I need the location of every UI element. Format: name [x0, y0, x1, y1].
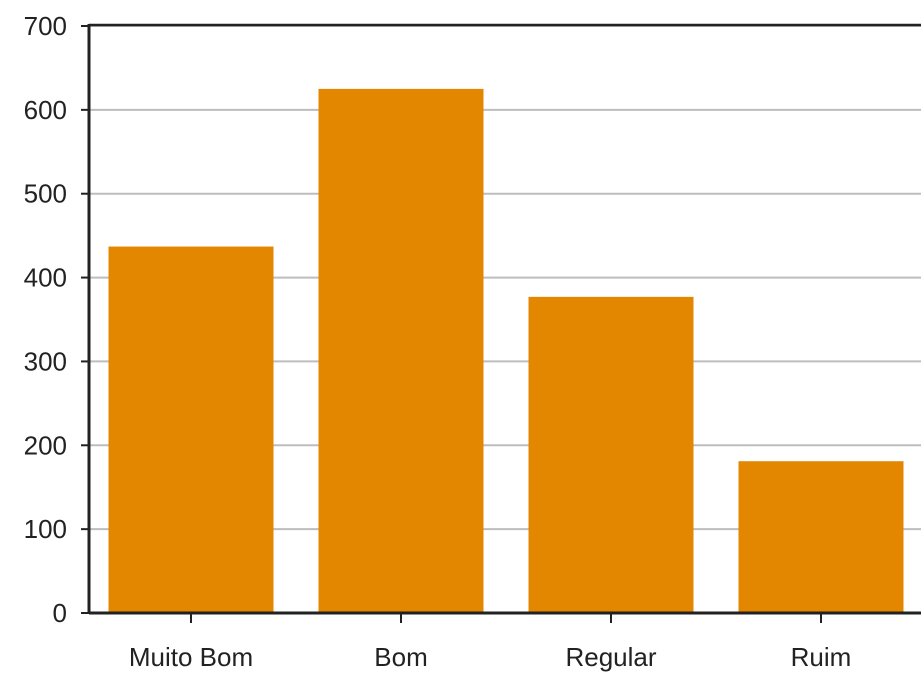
y-tick-label: 500 [24, 179, 67, 209]
bar-regular [528, 296, 694, 613]
x-tick-label: Ruim [791, 642, 852, 672]
y-tick-label: 0 [53, 598, 67, 628]
y-tick-label: 300 [24, 346, 67, 376]
y-tick-label: 100 [24, 514, 67, 544]
x-tick-labels: Muito Bom Bom Regular Ruim [129, 642, 851, 672]
bar-muito-bom [108, 246, 274, 613]
axes [81, 23, 921, 623]
bar-ruim [738, 461, 904, 613]
x-tick-label: Muito Bom [129, 642, 253, 672]
x-tick-label: Regular [565, 642, 656, 672]
bar-bom [318, 88, 484, 613]
y-tick-label: 700 [24, 11, 67, 41]
bars [108, 88, 904, 613]
y-tick-label: 400 [24, 263, 67, 293]
x-tick-label: Bom [374, 642, 427, 672]
y-tick-label: 200 [24, 430, 67, 460]
y-tick-label: 600 [24, 95, 67, 125]
y-tick-labels: 0 100 200 300 400 500 600 700 [24, 11, 67, 628]
